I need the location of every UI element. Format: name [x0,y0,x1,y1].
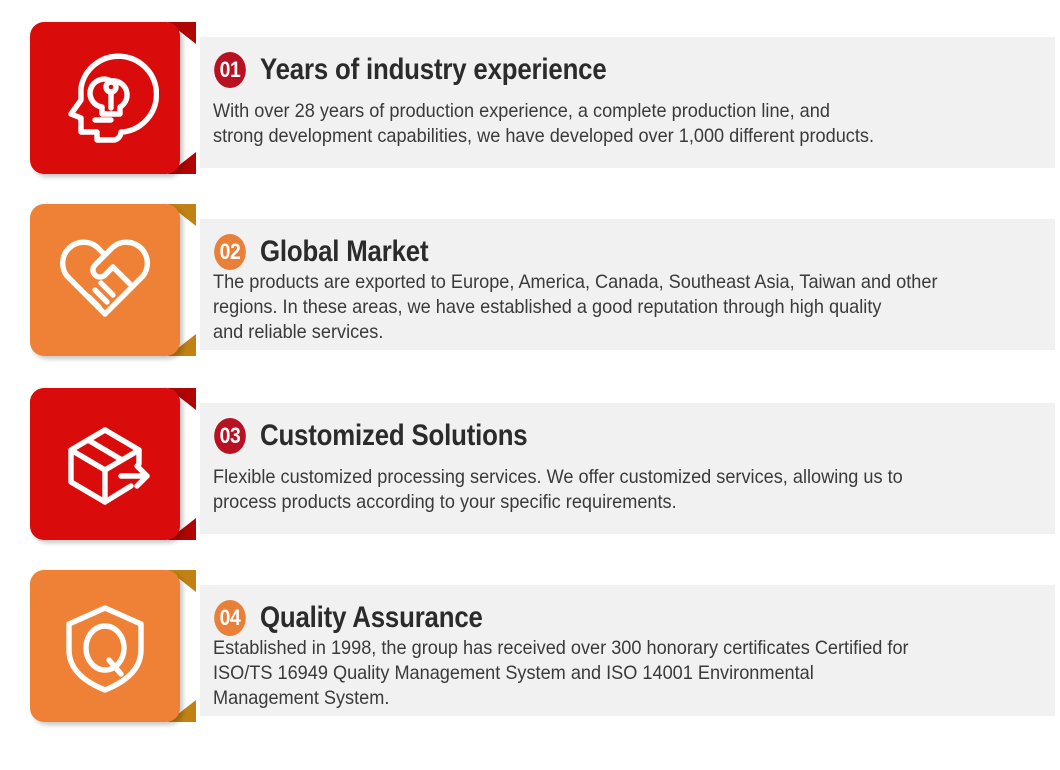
feature-body-04: Established in 1998, the group has recei… [213,637,909,709]
feature-tile-04 [30,570,180,722]
feature-row-04: 04 Quality Assurance Established in 1998… [0,548,1060,738]
feature-heading-01: 01 Years of industry experience [212,52,663,88]
feature-row-03: 03 Customized Solutions Flexible customi… [0,366,1060,556]
feature-body-02: The products are exported to Europe, Ame… [213,271,938,343]
feature-number-badge-01: 01 [214,52,246,88]
feature-heading-02: 02 Global Market [212,234,456,270]
feature-tile-02 [30,204,180,356]
feature-title-02: Global Market [260,235,429,268]
feature-heading-04: 04 Quality Assurance [212,600,519,636]
feature-panel-04 [200,585,1055,716]
feature-title-03: Customized Solutions [260,419,528,452]
feature-body-03: Flexible customized processing services.… [213,466,903,513]
feature-heading-03: 03 Customized Solutions [212,418,571,454]
feature-number-badge-04: 04 [214,600,246,636]
feature-tile-03 [30,388,180,540]
feature-panel-03 [200,403,1055,534]
feature-panel-01 [200,37,1055,168]
feature-tile-01 [30,22,180,174]
feature-panel-02 [200,219,1055,350]
feature-title-01: Years of industry experience [260,53,607,86]
feature-row-01: 01 Years of industry experience With ove… [0,0,1060,190]
feature-title-04: Quality Assurance [260,601,483,634]
feature-row-02: 02 Global Market The products are export… [0,182,1060,372]
feature-number-badge-03: 03 [214,418,246,454]
feature-body-01: With over 28 years of production experie… [213,100,875,147]
feature-number-badge-02: 02 [214,234,246,270]
